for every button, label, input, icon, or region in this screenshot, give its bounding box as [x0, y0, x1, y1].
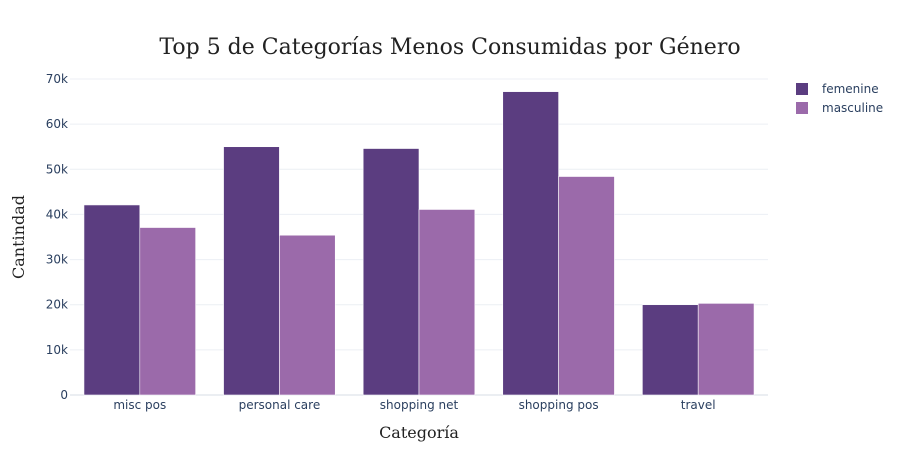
y-tick-label: 10k [46, 343, 68, 357]
x-tick-label: shopping net [380, 398, 459, 412]
legend-label: femenine [822, 82, 879, 96]
y-tick-label: 50k [46, 162, 68, 176]
bars [83, 91, 755, 396]
y-tick-label: 20k [46, 298, 68, 312]
y-tick-label: 70k [46, 72, 68, 86]
y-tick-label: 0 [60, 388, 68, 402]
x-axis-ticks: misc pos personal care shopping net shoppin… [113, 398, 715, 412]
bar-masculine-misc-pos[interactable] [139, 227, 196, 396]
y-axis-ticks: 0 10k 20k 30k 40k 50k 60k 70k [46, 72, 68, 402]
bar-masculine-shopping-pos[interactable] [558, 176, 615, 396]
legend-label: masculine [822, 101, 883, 115]
bar-femenine-shopping-pos[interactable] [502, 91, 559, 396]
y-tick-label: 60k [46, 117, 68, 131]
legend-item-masculine[interactable]: masculine [796, 101, 883, 115]
y-tick-label: 40k [46, 207, 68, 221]
legend-item-femenine[interactable]: femenine [796, 82, 879, 96]
bar-femenine-travel[interactable] [642, 304, 699, 396]
bar-femenine-shopping-net[interactable] [362, 148, 420, 396]
x-tick-label: shopping pos [519, 398, 599, 412]
bar-masculine-shopping-net[interactable] [418, 209, 476, 396]
y-axis-title: Cantindad [9, 195, 28, 279]
bar-femenine-personal-care[interactable] [223, 146, 280, 396]
chart-title: Top 5 de Categorías Menos Consumidas por… [159, 35, 740, 60]
bar-masculine-personal-care[interactable] [279, 234, 336, 396]
legend-swatch [796, 102, 808, 114]
bar-masculine-travel[interactable] [697, 303, 755, 396]
y-tick-label: 30k [46, 253, 68, 267]
legend: femenine masculine [796, 82, 883, 115]
legend-swatch [796, 83, 808, 95]
bar-femenine-misc-pos[interactable] [83, 204, 141, 396]
x-tick-label: travel [681, 398, 716, 412]
x-tick-label: personal care [239, 398, 321, 412]
x-axis-title: Categoría [379, 423, 459, 442]
x-tick-label: misc pos [113, 398, 166, 412]
